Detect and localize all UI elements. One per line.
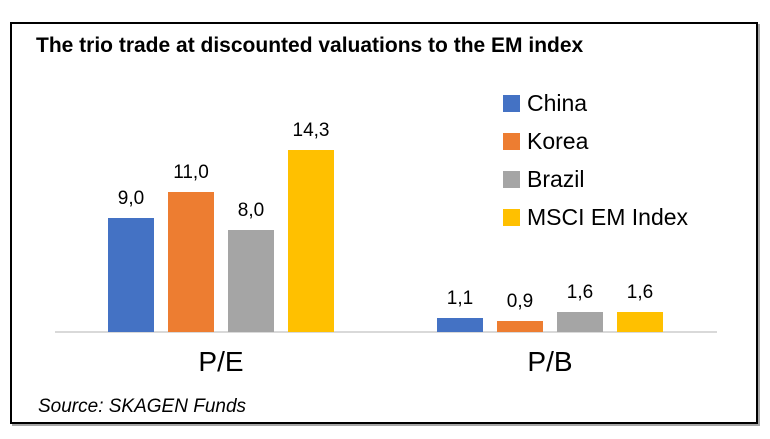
x-axis-line [55, 331, 717, 333]
legend-label-korea: Korea [527, 127, 589, 154]
bar-korea-p-b [497, 321, 543, 332]
legend-item-china: China [503, 89, 688, 116]
axis-label-p-e: P/E [198, 346, 244, 377]
axis-label-p-b: P/B [527, 346, 573, 377]
bar-brazil-p-e [228, 230, 274, 332]
bar-msci-em-index-p-e [288, 150, 334, 332]
legend-swatch-msci-em-index [503, 208, 520, 226]
legend-label-brazil: Brazil [527, 165, 585, 192]
bar-value-label-brazil-p-b: 1,6 [566, 282, 594, 303]
legend-item-brazil: Brazil [503, 165, 688, 192]
bar-value-label-msci-em-index-p-e: 14,3 [292, 120, 330, 141]
bar-korea-p-e [168, 192, 214, 332]
bar-value-label-china-p-e: 9,0 [117, 188, 145, 209]
plot-area: 9,0 11,0 8,0 14,3 P/E 1,1 0,9 1,6 1,6 P/B [12, 24, 756, 422]
bar-brazil-p-b [557, 312, 603, 332]
bar-value-label-msci-em-index-p-b: 1,6 [626, 282, 654, 303]
legend: China Korea Brazil MSCI EM Index [503, 89, 689, 243]
bar-china-p-b [437, 318, 483, 332]
legend-label-msci-em-index: MSCI EM Index [527, 203, 689, 230]
source-note: Source: SKAGEN Funds [38, 396, 247, 417]
legend-item-korea: Korea [503, 127, 688, 154]
bar-value-label-china-p-b: 1,1 [446, 288, 474, 309]
bar-value-label-korea-p-e: 11,0 [173, 162, 209, 183]
bar-value-label-korea-p-b: 0,9 [506, 291, 534, 312]
legend-item-msci-em-index: MSCI EM Index [503, 203, 689, 230]
chart-frame: The trio trade at discounted valuations … [10, 22, 758, 424]
chart-title: The trio trade at discounted valuations … [36, 34, 584, 57]
legend-swatch-china [503, 94, 520, 112]
legend-swatch-brazil [503, 170, 520, 188]
legend-swatch-korea [503, 132, 520, 150]
legend-label-china: China [527, 89, 588, 116]
bar-value-label-brazil-p-e: 8,0 [237, 200, 265, 221]
bar-china-p-e [108, 218, 154, 332]
bar-msci-em-index-p-b [617, 312, 663, 332]
